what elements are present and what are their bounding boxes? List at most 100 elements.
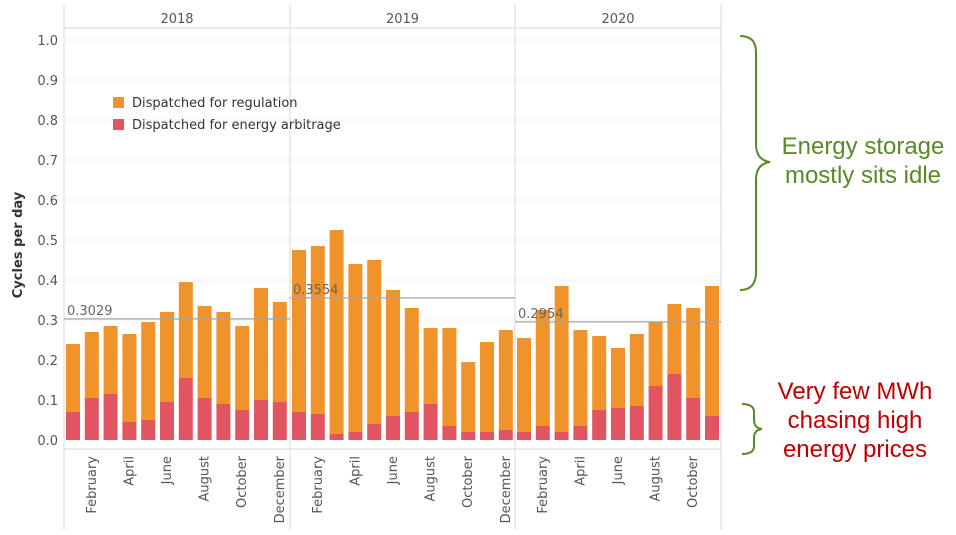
bar-regulation-2018-February xyxy=(84,332,99,398)
y-tick-label: 0.3 xyxy=(37,314,58,329)
average-lines: 0.3029 0.3554 0.2954 xyxy=(64,283,721,323)
bar-regulation-2020-March xyxy=(554,286,569,432)
bar-arbitrage-2020-October xyxy=(686,398,701,440)
bar-regulation-2018-August xyxy=(197,306,212,398)
bar-arbitrage-2018-March xyxy=(103,394,118,440)
x-tick-label-2020-April: April xyxy=(573,456,588,486)
bar-arbitrage-2019-April xyxy=(348,432,363,440)
bar-arbitrage-2019-July xyxy=(404,412,419,440)
bar-arbitrage-2020-April xyxy=(573,426,588,440)
bar-regulation-2018-March xyxy=(103,326,118,394)
x-tick-label-2019-February: February xyxy=(311,456,326,514)
bar-regulation-2018-June xyxy=(160,312,174,402)
bar-arbitrage-2019-November xyxy=(480,432,494,440)
brace-idle xyxy=(739,35,771,291)
x-tick-label-2018-April: April xyxy=(122,456,137,486)
y-tick-label: 0.4 xyxy=(37,274,58,289)
x-tick-label-2020-June: June xyxy=(611,456,626,485)
bar-regulation-2019-October xyxy=(461,362,476,432)
bar-arbitrage-2019-January xyxy=(292,412,306,440)
bar-regulation-2019-June xyxy=(386,290,400,416)
x-tick-label-2020-February: February xyxy=(536,456,551,514)
bar-arbitrage-2019-March xyxy=(329,434,344,440)
bar-regulation-2020-September xyxy=(667,304,682,374)
bar-regulation-2020-July xyxy=(629,334,644,406)
bar-regulation-2018-April xyxy=(122,334,137,422)
bar-arbitrage-2018-December xyxy=(272,402,287,440)
bar-arbitrage-2020-January xyxy=(517,432,531,440)
x-tick-label-2020-October: October xyxy=(686,455,701,508)
bar-arbitrage-2018-November xyxy=(254,400,268,440)
annotation-idle: Energy storage mostly sits idle xyxy=(781,133,945,189)
bar-arbitrage-2020-September xyxy=(667,374,682,440)
legend: Dispatched for regulation Dispatched for… xyxy=(113,96,341,133)
average-label-2020: 0.2954 xyxy=(518,307,564,322)
bar-arbitrage-2019-June xyxy=(386,416,400,440)
bar-regulation-2018-October xyxy=(235,326,250,410)
bar-regulation-2020-February xyxy=(535,310,550,426)
x-tick-label-2019-December: December xyxy=(499,455,514,523)
x-tick-label-2018-October: October xyxy=(235,455,250,508)
bar-regulation-2019-December xyxy=(498,330,513,430)
panel-year-2019: 2019 xyxy=(386,12,419,27)
y-tick-label: 0.6 xyxy=(37,194,58,209)
bar-regulation-2018-September xyxy=(216,312,231,404)
bar-arbitrage-2018-June xyxy=(160,402,174,440)
bar-arbitrage-2019-May xyxy=(367,424,382,440)
annotation-prices: Very few MWh chasing high energy prices xyxy=(777,378,933,463)
bar-regulation-2020-November xyxy=(705,286,719,416)
bar-regulation-2019-January xyxy=(292,250,306,412)
brace-prices xyxy=(741,403,763,455)
y-axis-title: Cycles per day xyxy=(11,191,26,298)
x-tick-label-2018-August: August xyxy=(198,456,213,502)
average-label-2018: 0.3029 xyxy=(67,304,113,319)
bar-arbitrage-2019-October xyxy=(461,432,476,440)
x-tick-label-2020-August: August xyxy=(649,456,664,502)
bar-regulation-2018-July xyxy=(178,282,193,378)
average-label-2019: 0.3554 xyxy=(293,283,339,298)
x-tick-label-2019-August: August xyxy=(424,456,439,502)
bar-regulation-2019-March xyxy=(329,230,344,434)
panel-year-2020: 2020 xyxy=(601,12,634,27)
bar-arbitrage-2019-August xyxy=(423,404,438,440)
x-tick-label-2018-June: June xyxy=(160,456,175,485)
x-tick-label-2018-February: February xyxy=(85,456,100,514)
bar-regulation-2019-September xyxy=(442,328,457,426)
legend-swatch-arbitrage xyxy=(113,119,124,130)
y-tick-label: 0.2 xyxy=(37,354,58,369)
bar-regulation-2020-May xyxy=(592,336,607,410)
bar-arbitrage-2020-February xyxy=(535,426,550,440)
bar-regulation-2019-July xyxy=(404,308,419,412)
bar-arbitrage-2020-June xyxy=(611,408,625,440)
bar-arbitrage-2018-May xyxy=(141,420,156,440)
bar-regulation-2019-November xyxy=(480,342,494,432)
bar-arbitrage-2018-April xyxy=(122,422,137,440)
bar-arbitrage-2018-January xyxy=(66,412,80,440)
y-tick-label: 1.0 xyxy=(37,34,58,49)
bar-regulation-2020-April xyxy=(573,330,588,426)
y-tick-label: 0.0 xyxy=(37,434,58,449)
bar-arbitrage-2020-May xyxy=(592,410,607,440)
bar-regulation-2018-May xyxy=(141,322,156,420)
bar-regulation-2018-November xyxy=(254,288,268,400)
panel-frames: 2018 2019 2020 xyxy=(63,4,722,530)
bar-arbitrage-2018-September xyxy=(216,404,231,440)
bar-arbitrage-2018-February xyxy=(84,398,99,440)
bar-regulation-2018-December xyxy=(272,302,287,402)
axes: 0.0 0.1 0.2 0.3 0.4 0.5 0.6 0.7 0.8 0.9 1.0 Februar… xyxy=(37,34,701,523)
x-tick-label-2018-December: December xyxy=(273,455,288,523)
bar-regulation-2020-June xyxy=(611,348,625,408)
bars xyxy=(66,230,719,440)
bar-regulation-2019-August xyxy=(423,328,438,404)
legend-label-regulation: Dispatched for regulation xyxy=(132,96,298,111)
bar-arbitrage-2020-July xyxy=(629,406,644,440)
bar-arbitrage-2018-July xyxy=(178,378,193,440)
bar-regulation-2019-February xyxy=(310,246,325,414)
y-tick-label: 0.9 xyxy=(37,74,58,89)
bar-regulation-2019-May xyxy=(367,260,382,424)
bar-arbitrage-2019-September xyxy=(442,426,457,440)
bar-regulation-2020-August xyxy=(648,322,663,386)
bar-arbitrage-2018-August xyxy=(197,398,212,440)
y-tick-label: 0.1 xyxy=(37,394,58,409)
